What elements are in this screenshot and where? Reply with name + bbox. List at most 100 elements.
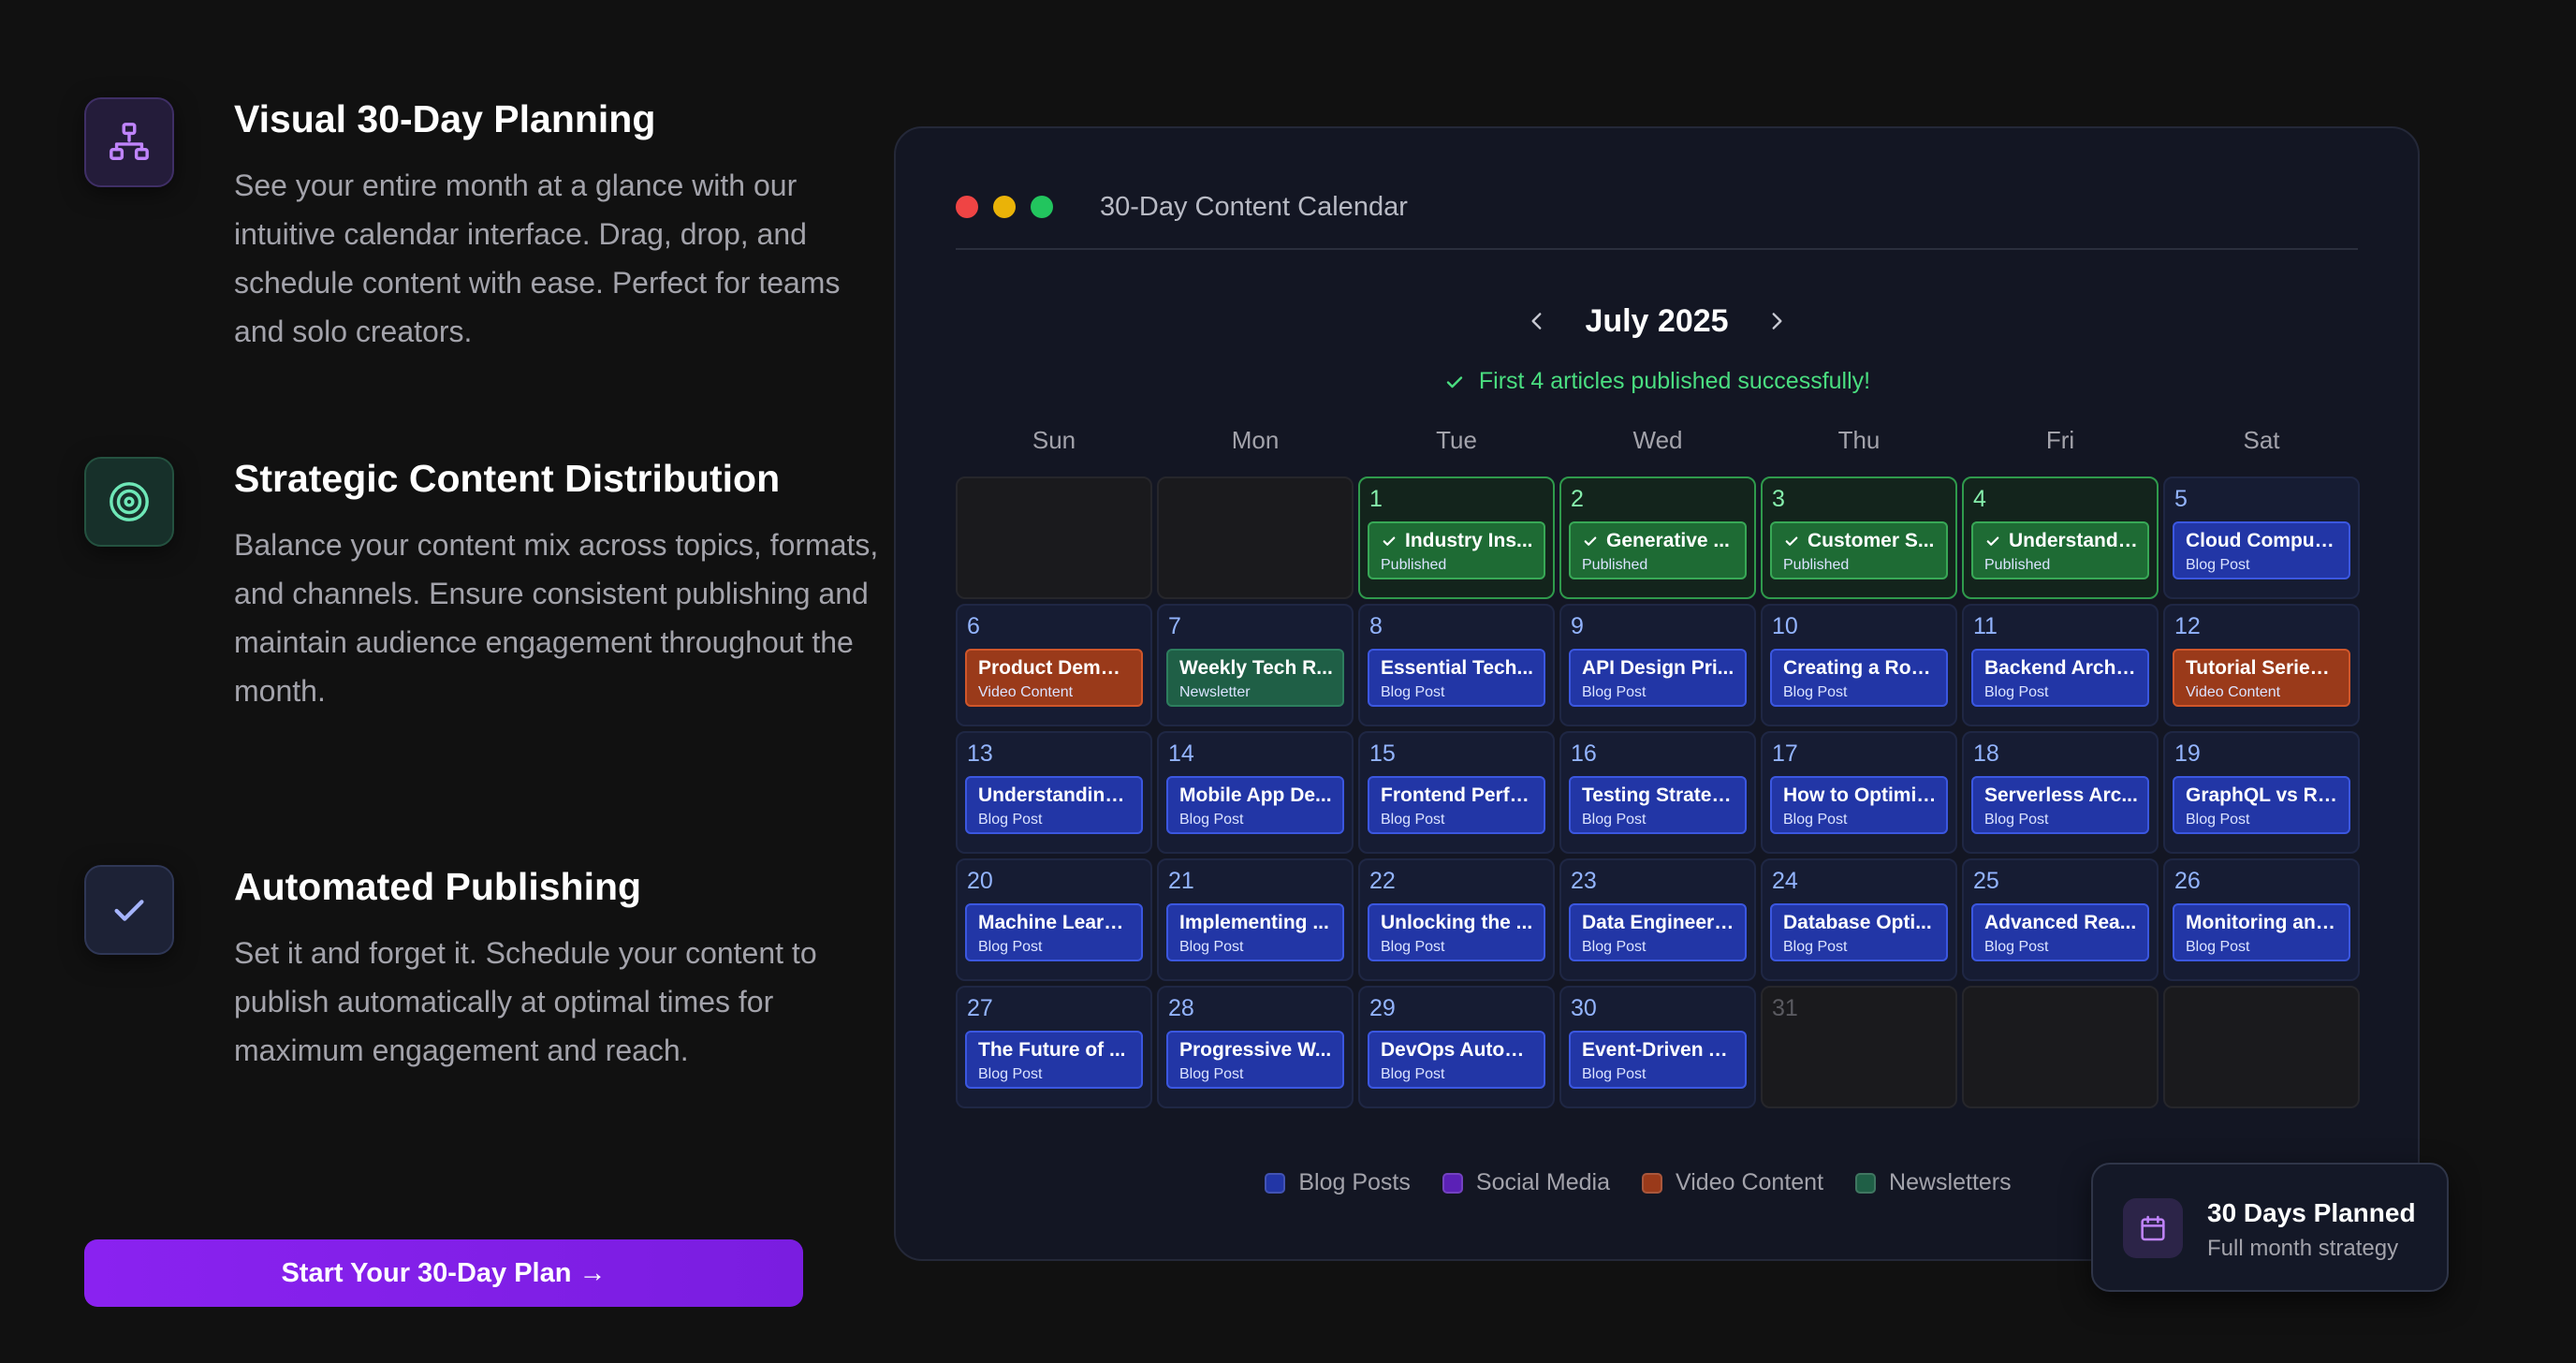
- calendar-day-25[interactable]: 25 Advanced Rea... Blog Post: [1962, 858, 2159, 981]
- content-event[interactable]: Database Opti... Blog Post: [1770, 903, 1948, 961]
- event-title: Machine Learn...: [978, 912, 1132, 933]
- calendar-day-6[interactable]: 6 Product Demo ... Video Content: [956, 604, 1152, 726]
- content-event[interactable]: Mobile App De... Blog Post: [1166, 776, 1344, 834]
- content-event[interactable]: Testing Strateg... Blog Post: [1569, 776, 1747, 834]
- calendar-day-19[interactable]: 19 GraphQL vs RE... Blog Post: [2163, 731, 2360, 854]
- calendar-day-3[interactable]: 3 Customer S... Published: [1761, 476, 1957, 599]
- event-title: API Design Pri...: [1582, 657, 1734, 679]
- chevron-right-icon[interactable]: [1763, 307, 1791, 335]
- window-minimize-dot[interactable]: [993, 196, 1016, 218]
- content-event[interactable]: Implementing ... Blog Post: [1166, 903, 1344, 961]
- content-event[interactable]: Backend Archit... Blog Post: [1971, 649, 2149, 707]
- event-title: DevOps Autom...: [1381, 1039, 1534, 1061]
- content-event[interactable]: Event-Driven A... Blog Post: [1569, 1031, 1747, 1089]
- content-event[interactable]: Unlocking the ... Blog Post: [1368, 903, 1545, 961]
- content-event[interactable]: Progressive W... Blog Post: [1166, 1031, 1344, 1089]
- chevron-left-icon[interactable]: [1523, 307, 1551, 335]
- day-number: 23: [1571, 868, 1597, 894]
- event-title: Unlocking the ...: [1381, 912, 1533, 933]
- content-event[interactable]: GraphQL vs RE... Blog Post: [2173, 776, 2350, 834]
- legend-label: Newsletters: [1889, 1169, 2012, 1195]
- window-maximize-dot[interactable]: [1031, 196, 1053, 218]
- calendar-day-26[interactable]: 26 Monitoring and... Blog Post: [2163, 858, 2360, 981]
- calendar-day-29[interactable]: 29 DevOps Autom... Blog Post: [1358, 986, 1555, 1108]
- content-event[interactable]: Tutorial Series ... Video Content: [2173, 649, 2350, 707]
- event-title-row: Creating a Rob...: [1783, 656, 1937, 681]
- calendar-day-7[interactable]: 7 Weekly Tech R... Newsletter: [1157, 604, 1354, 726]
- content-event[interactable]: Serverless Arc... Blog Post: [1971, 776, 2149, 834]
- event-title-row: Unlocking the ...: [1381, 911, 1534, 935]
- content-event[interactable]: Product Demo ... Video Content: [965, 649, 1143, 707]
- content-event[interactable]: Monitoring and... Blog Post: [2173, 903, 2350, 961]
- content-event[interactable]: Weekly Tech R... Newsletter: [1166, 649, 1344, 707]
- calendar-day-12[interactable]: 12 Tutorial Series ... Video Content: [2163, 604, 2360, 726]
- calendar-day-30[interactable]: 30 Event-Driven A... Blog Post: [1559, 986, 1756, 1108]
- event-type: Blog Post: [1582, 812, 1647, 828]
- calendar-day-10[interactable]: 10 Creating a Rob... Blog Post: [1761, 604, 1957, 726]
- content-event[interactable]: The Future of ... Blog Post: [965, 1031, 1143, 1089]
- calendar-day-11[interactable]: 11 Backend Archit... Blog Post: [1962, 604, 2159, 726]
- event-type: Blog Post: [1582, 684, 1647, 700]
- event-type: Blog Post: [1783, 939, 1848, 955]
- content-event[interactable]: Generative ... Published: [1569, 521, 1747, 579]
- content-event[interactable]: Cloud Computi... Blog Post: [2173, 521, 2350, 579]
- event-type: Blog Post: [1179, 1066, 1244, 1082]
- calendar-day-empty[interactable]: [956, 476, 1152, 599]
- event-title: Monitoring and...: [2186, 912, 2339, 933]
- content-event[interactable]: Understanding... Blog Post: [965, 776, 1143, 834]
- calendar-day-21[interactable]: 21 Implementing ... Blog Post: [1157, 858, 1354, 981]
- calendar-day-18[interactable]: 18 Serverless Arc... Blog Post: [1962, 731, 2159, 854]
- calendar-day-23[interactable]: 23 Data Engineeri... Blog Post: [1559, 858, 1756, 981]
- content-event[interactable]: Essential Tech... Blog Post: [1368, 649, 1545, 707]
- content-event[interactable]: Creating a Rob... Blog Post: [1770, 649, 1948, 707]
- day-number: 24: [1772, 868, 1798, 894]
- weekday-label: Thu: [1837, 426, 1881, 454]
- calendar-day-1[interactable]: 1 Industry Ins... Published: [1358, 476, 1555, 599]
- calendar-day-22[interactable]: 22 Unlocking the ... Blog Post: [1358, 858, 1555, 981]
- content-event[interactable]: How to Optimiz... Blog Post: [1770, 776, 1948, 834]
- day-number: 25: [1973, 868, 1999, 894]
- window-close-dot[interactable]: [956, 196, 978, 218]
- content-event[interactable]: Frontend Perfo... Blog Post: [1368, 776, 1545, 834]
- calendar-day-5[interactable]: 5 Cloud Computi... Blog Post: [2163, 476, 2360, 599]
- calendar-day-13[interactable]: 13 Understanding... Blog Post: [956, 731, 1152, 854]
- content-event[interactable]: Advanced Rea... Blog Post: [1971, 903, 2149, 961]
- event-type: Blog Post: [1582, 939, 1647, 955]
- feature-description: See your entire month at a glance with o…: [234, 169, 841, 348]
- content-event[interactable]: Data Engineeri... Blog Post: [1569, 903, 1747, 961]
- calendar-day-empty[interactable]: [1157, 476, 1354, 599]
- content-event[interactable]: Understandi... Published: [1971, 521, 2149, 579]
- event-title: Advanced Rea...: [1984, 912, 2137, 933]
- calendar-days: 1 Industry Ins... Published 2 Generative ...…: [956, 476, 2362, 1108]
- content-event[interactable]: API Design Pri... Blog Post: [1569, 649, 1747, 707]
- calendar-day-17[interactable]: 17 How to Optimiz... Blog Post: [1761, 731, 1957, 854]
- calendar-day-27[interactable]: 27 The Future of ... Blog Post: [956, 986, 1152, 1108]
- calendar-day-15[interactable]: 15 Frontend Perfo... Blog Post: [1358, 731, 1555, 854]
- content-event[interactable]: Machine Learn... Blog Post: [965, 903, 1143, 961]
- content-event[interactable]: Customer S... Published: [1770, 521, 1948, 579]
- calendar-day-31[interactable]: 31: [1761, 986, 1957, 1108]
- calendar-day-24[interactable]: 24 Database Opti... Blog Post: [1761, 858, 1957, 981]
- start-plan-button[interactable]: Start Your 30-Day Plan →: [84, 1239, 803, 1307]
- event-title-row: API Design Pri...: [1582, 656, 1735, 681]
- calendar-day-4[interactable]: 4 Understandi... Published: [1962, 476, 2159, 599]
- calendar-day-28[interactable]: 28 Progressive W... Blog Post: [1157, 986, 1354, 1108]
- content-event[interactable]: DevOps Autom... Blog Post: [1368, 1031, 1545, 1089]
- calendar-day-20[interactable]: 20 Machine Learn... Blog Post: [956, 858, 1152, 981]
- calendar-day-9[interactable]: 9 API Design Pri... Blog Post: [1559, 604, 1756, 726]
- day-number: 3: [1772, 486, 1785, 512]
- calendar-day-2[interactable]: 2 Generative ... Published: [1559, 476, 1756, 599]
- calendar-day-16[interactable]: 16 Testing Strateg... Blog Post: [1559, 731, 1756, 854]
- event-title: Creating a Rob...: [1783, 657, 1937, 679]
- legend-swatch: [1642, 1172, 1663, 1194]
- event-title: Tutorial Series ...: [2186, 657, 2339, 679]
- day-number: 30: [1571, 995, 1597, 1021]
- day-number: 2: [1571, 486, 1584, 512]
- calendar-day-empty[interactable]: [2163, 986, 2360, 1108]
- event-type: Blog Post: [1984, 812, 2049, 828]
- content-event[interactable]: Industry Ins... Published: [1368, 521, 1545, 579]
- event-type: Blog Post: [1381, 684, 1445, 700]
- calendar-day-empty[interactable]: [1962, 986, 2159, 1108]
- calendar-day-14[interactable]: 14 Mobile App De... Blog Post: [1157, 731, 1354, 854]
- calendar-day-8[interactable]: 8 Essential Tech... Blog Post: [1358, 604, 1555, 726]
